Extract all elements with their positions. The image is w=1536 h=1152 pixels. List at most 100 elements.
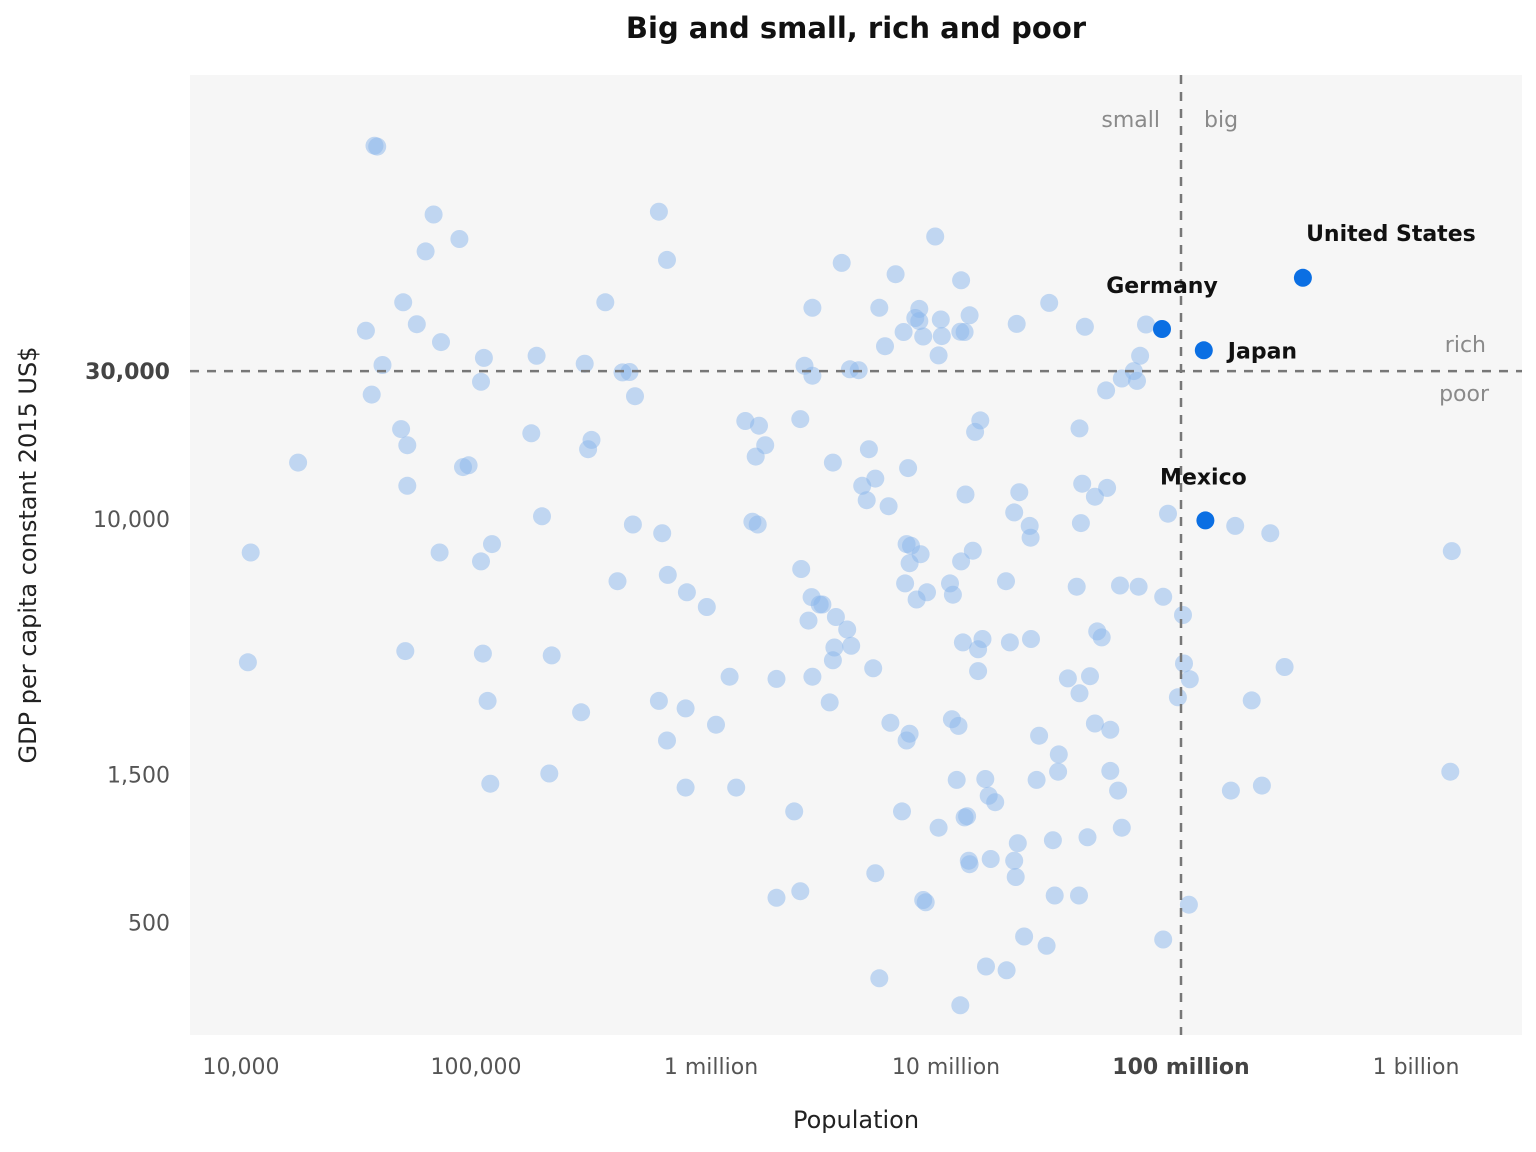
data-point: [896, 574, 915, 593]
highlight-label-germany: Germany: [1106, 274, 1218, 299]
data-point: [649, 202, 668, 221]
data-point: [785, 802, 804, 821]
highlighted-points: United States Germany Japan Mexico: [1106, 222, 1476, 530]
data-point: [1030, 726, 1049, 745]
data-point: [743, 512, 762, 531]
data-point: [1261, 524, 1280, 543]
chart-title: Big and small, rich and poor: [626, 11, 1087, 45]
highlight-label-mexico: Mexico: [1160, 465, 1247, 490]
data-point: [976, 770, 995, 788]
data-point: [750, 416, 768, 435]
data-point: [952, 552, 971, 571]
data-point: [720, 667, 739, 686]
data-point: [649, 691, 668, 710]
data-point: [362, 385, 381, 404]
y-axis-ticks: 30,000 10,000 1,500 500: [85, 360, 170, 936]
data-point: [542, 646, 561, 665]
data-point: [1037, 936, 1056, 955]
data-point: [1007, 314, 1026, 333]
data-point: [1000, 633, 1019, 652]
data-point: [398, 476, 417, 495]
data-point: [929, 346, 948, 365]
data-point: [1040, 293, 1059, 312]
data-point: [1005, 851, 1024, 870]
data-point: [473, 644, 492, 663]
data-point: [910, 299, 929, 318]
data-point: [853, 476, 872, 495]
data-point: [238, 653, 257, 672]
data-point: [1075, 317, 1094, 336]
data-point: [986, 793, 1005, 812]
data-point: [677, 583, 696, 602]
data-point: [450, 230, 469, 248]
data-point: [478, 691, 497, 710]
data-point: [951, 996, 970, 1015]
y-axis-label: GDP per capita constant 2015 US$: [14, 347, 42, 764]
data-point: [424, 205, 443, 224]
data-point: [1008, 834, 1027, 853]
data-point: [620, 363, 639, 381]
data-point: [838, 620, 857, 639]
data-point: [799, 611, 818, 630]
reference-lines: [190, 75, 1522, 1035]
data-point: [1159, 504, 1177, 523]
data-point: [931, 310, 950, 329]
data-point: [658, 250, 676, 269]
data-point: [533, 507, 551, 526]
data-point: [653, 524, 672, 543]
data-point: [997, 961, 1016, 980]
data-point: [394, 293, 413, 312]
data-point: [859, 440, 878, 459]
x-axis-ticks: 10,000 100,000 1 million 10 million 100 mill…: [203, 1055, 1460, 1080]
data-point: [1010, 483, 1029, 502]
data-point: [1067, 577, 1086, 596]
data-point: [1175, 654, 1193, 673]
data-point: [820, 693, 839, 712]
data-point: [474, 348, 493, 367]
data-point: [1045, 886, 1064, 905]
data-point: [1097, 381, 1116, 400]
highlight-point-mexico: [1196, 511, 1215, 530]
data-point: [1005, 503, 1024, 522]
data-point: [1111, 576, 1129, 595]
data-point: [1168, 688, 1187, 707]
data-point: [1275, 658, 1294, 676]
data-point: [963, 541, 982, 560]
data-point: [791, 410, 810, 429]
data-point: [943, 585, 962, 604]
data-point: [1179, 895, 1198, 914]
data-point: [900, 724, 919, 743]
data-point: [483, 535, 501, 554]
data-point: [825, 638, 844, 657]
data-point: [1078, 828, 1097, 847]
data-point: [392, 420, 411, 439]
data-point: [430, 543, 449, 562]
x-tick-label: 100 million: [1112, 1055, 1249, 1080]
data-point: [416, 242, 435, 261]
data-point: [707, 715, 725, 734]
data-point: [1043, 831, 1062, 850]
data-point: [955, 323, 974, 341]
data-point: [791, 882, 810, 901]
highlight-point-japan: [1194, 341, 1213, 360]
data-point: [792, 560, 811, 578]
data-point: [932, 327, 951, 346]
data-point: [893, 802, 911, 821]
data-point: [960, 306, 979, 325]
data-point: [1101, 720, 1120, 739]
data-point: [1071, 514, 1090, 533]
data-point: [540, 764, 559, 783]
data-point: [1070, 684, 1089, 703]
data-point: [997, 572, 1015, 591]
highlight-point-germany: [1153, 320, 1171, 338]
data-point: [1049, 745, 1068, 764]
data-point: [373, 356, 392, 374]
data-point: [608, 572, 627, 591]
x-tick-label: 100,000: [431, 1055, 522, 1080]
data-point: [803, 667, 822, 686]
data-point: [1174, 606, 1192, 624]
data-point: [826, 608, 845, 626]
data-point: [1022, 630, 1040, 648]
data-point: [368, 137, 387, 156]
